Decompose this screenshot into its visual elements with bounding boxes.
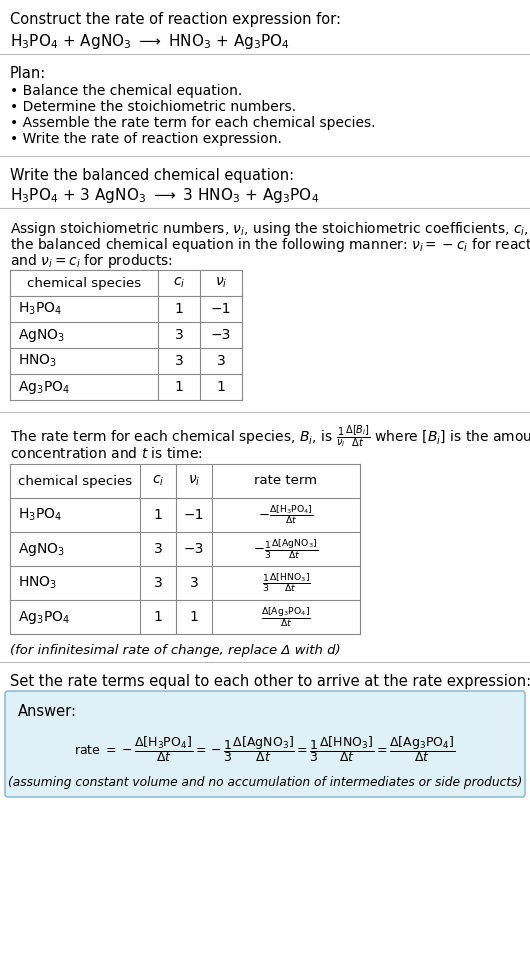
Text: $\frac{1}{3}\frac{\Delta[\mathrm{HNO_3}]}{\Delta t}$: $\frac{1}{3}\frac{\Delta[\mathrm{HNO_3}]… — [262, 571, 311, 595]
Text: • Balance the chemical equation.: • Balance the chemical equation. — [10, 84, 242, 98]
Text: and $\nu_i = c_i$ for products:: and $\nu_i = c_i$ for products: — [10, 252, 173, 270]
Text: 3: 3 — [174, 354, 183, 368]
Text: 3: 3 — [190, 576, 198, 590]
Text: $c_i$: $c_i$ — [152, 473, 164, 488]
Text: 1: 1 — [154, 508, 162, 522]
Text: 1: 1 — [190, 610, 198, 624]
Text: 3: 3 — [154, 576, 162, 590]
Text: 3: 3 — [174, 328, 183, 342]
Text: $c_i$: $c_i$ — [173, 275, 185, 290]
Text: Write the balanced chemical equation:: Write the balanced chemical equation: — [10, 168, 294, 183]
Text: $-\frac{\Delta[\mathrm{H_3PO_4}]}{\Delta t}$: $-\frac{\Delta[\mathrm{H_3PO_4}]}{\Delta… — [258, 504, 314, 526]
Text: $\mathrm{HNO_3}$: $\mathrm{HNO_3}$ — [18, 353, 57, 369]
Text: 1: 1 — [174, 380, 183, 394]
Text: $\mathrm{Ag_3PO_4}$: $\mathrm{Ag_3PO_4}$ — [18, 609, 70, 625]
Text: Plan:: Plan: — [10, 66, 46, 81]
Text: $\mathrm{H_3PO_4}$: $\mathrm{H_3PO_4}$ — [18, 301, 62, 318]
Text: $\mathrm{H_3PO_4}$: $\mathrm{H_3PO_4}$ — [18, 507, 62, 523]
Text: $\mathrm{AgNO_3}$: $\mathrm{AgNO_3}$ — [18, 326, 65, 344]
Text: chemical species: chemical species — [27, 276, 141, 289]
Text: (for infinitesimal rate of change, replace Δ with d): (for infinitesimal rate of change, repla… — [10, 644, 341, 657]
Text: $\mathregular{H_3PO_4}$ + $\mathregular{AgNO_3}$ $\longrightarrow$ $\mathregular: $\mathregular{H_3PO_4}$ + $\mathregular{… — [10, 32, 290, 51]
Text: $\nu_i$: $\nu_i$ — [188, 473, 200, 488]
Text: Answer:: Answer: — [18, 704, 77, 719]
Text: $\frac{\Delta[\mathrm{Ag_3PO_4}]}{\Delta t}$: $\frac{\Delta[\mathrm{Ag_3PO_4}]}{\Delta… — [261, 606, 311, 629]
Text: concentration and $t$ is time:: concentration and $t$ is time: — [10, 446, 202, 461]
Text: $\mathregular{H_3PO_4}$ + 3 $\mathregular{AgNO_3}$ $\longrightarrow$ 3 $\mathreg: $\mathregular{H_3PO_4}$ + 3 $\mathregula… — [10, 186, 319, 205]
Text: (assuming constant volume and no accumulation of intermediates or side products): (assuming constant volume and no accumul… — [8, 776, 522, 789]
Text: Assign stoichiometric numbers, $\nu_i$, using the stoichiometric coefficients, $: Assign stoichiometric numbers, $\nu_i$, … — [10, 220, 530, 238]
Text: The rate term for each chemical species, $B_i$, is $\frac{1}{\nu_i}\frac{\Delta[: The rate term for each chemical species,… — [10, 424, 530, 450]
Text: 1: 1 — [174, 302, 183, 316]
Text: −3: −3 — [211, 328, 231, 342]
Text: $-\frac{1}{3}\frac{\Delta[\mathrm{AgNO_3}]}{\Delta t}$: $-\frac{1}{3}\frac{\Delta[\mathrm{AgNO_3… — [253, 537, 319, 561]
Text: $\mathrm{AgNO_3}$: $\mathrm{AgNO_3}$ — [18, 541, 65, 558]
Text: • Determine the stoichiometric numbers.: • Determine the stoichiometric numbers. — [10, 100, 296, 114]
Text: $\nu_i$: $\nu_i$ — [215, 275, 227, 290]
Text: Set the rate terms equal to each other to arrive at the rate expression:: Set the rate terms equal to each other t… — [10, 674, 530, 689]
Text: −1: −1 — [184, 508, 204, 522]
Text: chemical species: chemical species — [18, 474, 132, 487]
Text: $\mathrm{Ag_3PO_4}$: $\mathrm{Ag_3PO_4}$ — [18, 378, 70, 396]
Text: Construct the rate of reaction expression for:: Construct the rate of reaction expressio… — [10, 12, 341, 27]
Text: 3: 3 — [217, 354, 225, 368]
Text: 1: 1 — [217, 380, 225, 394]
Text: rate $= -\dfrac{\Delta[\mathrm{H_3PO_4}]}{\Delta t}= -\dfrac{1}{3}\dfrac{\Delta[: rate $= -\dfrac{\Delta[\mathrm{H_3PO_4}]… — [74, 734, 456, 764]
Text: the balanced chemical equation in the following manner: $\nu_i = -c_i$ for react: the balanced chemical equation in the fo… — [10, 236, 530, 254]
Text: −1: −1 — [211, 302, 231, 316]
FancyBboxPatch shape — [5, 691, 525, 797]
Text: −3: −3 — [184, 542, 204, 556]
Text: • Assemble the rate term for each chemical species.: • Assemble the rate term for each chemic… — [10, 116, 375, 130]
Text: 1: 1 — [154, 610, 162, 624]
Text: • Write the rate of reaction expression.: • Write the rate of reaction expression. — [10, 132, 282, 146]
Text: $\mathrm{HNO_3}$: $\mathrm{HNO_3}$ — [18, 575, 57, 591]
Text: 3: 3 — [154, 542, 162, 556]
Text: rate term: rate term — [254, 474, 317, 487]
